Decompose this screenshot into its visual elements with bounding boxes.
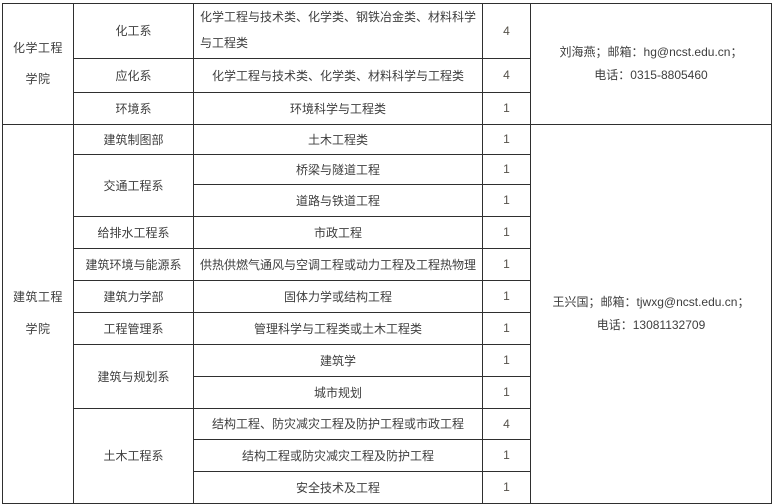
count-cell: 1 <box>482 311 531 345</box>
recruitment-table: 化学工程学院 化工系 化学工程与技术类、化学类、钢铁冶金类、材料科学与工程类 4… <box>2 3 772 504</box>
table-row: 化学工程学院 化工系 化学工程与技术类、化学类、钢铁冶金类、材料科学与工程类 4… <box>2 3 772 125</box>
count-cell: 4 <box>482 3 531 59</box>
contact-cell-construction-engineering: 王兴国；邮箱：tjwxg@ncst.edu.cn； 电话：13081132709 <box>530 123 772 504</box>
major-cell: 结构工程或防灾减灾工程及防护工程 <box>193 438 483 472</box>
count-cell: 1 <box>482 343 531 377</box>
count-cell: 1 <box>482 91 531 125</box>
department-cell: 环境系 <box>73 91 194 125</box>
count-cell: 1 <box>482 183 531 217</box>
table-row: 结构工程或防灾减灾工程及防护工程 1 <box>3 438 772 472</box>
count-cell: 1 <box>482 215 531 249</box>
major-cell: 安全技术及工程 <box>193 470 483 504</box>
count-cell: 4 <box>482 407 531 440</box>
table-row: 安全技术及工程 1 <box>3 470 772 504</box>
table-row: 给排水工程系 市政工程 1 <box>3 215 772 249</box>
major-cell: 环境科学与工程类 <box>193 91 483 125</box>
major-cell: 桥梁与隧道工程 <box>193 153 483 185</box>
major-cell: 土木工程类 <box>193 123 483 155</box>
department-cell: 建筑力学部 <box>73 279 194 313</box>
count-cell: 1 <box>482 247 531 281</box>
contact-name-email: 刘海燕；邮箱：hg@ncst.edu.cn； <box>559 44 743 59</box>
contact-cell-chemical-engineering: 刘海燕；邮箱：hg@ncst.edu.cn； 电话：0315-8805460 <box>530 3 772 125</box>
major-cell: 供热供燃气通风与空调工程或动力工程及工程热物理 <box>193 247 483 281</box>
count-cell: 1 <box>482 153 531 185</box>
count-cell: 4 <box>482 57 531 93</box>
college-cell-construction-engineering: 建筑工程学院 <box>2 123 74 504</box>
major-cell: 化学工程与技术类、化学类、材料科学与工程类 <box>193 57 483 93</box>
count-cell: 1 <box>482 279 531 313</box>
major-cell: 化学工程与技术类、化学类、钢铁冶金类、材料科学与工程类 <box>193 3 483 59</box>
table-row: 建筑与规划系 建筑学 1 <box>3 343 772 409</box>
major-cell: 道路与铁道工程 <box>193 183 483 217</box>
department-cell: 工程管理系 <box>73 311 194 345</box>
count-cell: 1 <box>482 375 531 409</box>
count-cell: 1 <box>482 123 531 155</box>
table-row: 道路与铁道工程 1 <box>3 183 772 217</box>
college-cell-chemical-engineering: 化学工程学院 <box>2 3 74 125</box>
table-row: 应化系 化学工程与技术类、化学类、材料科学与工程类 4 <box>3 57 772 93</box>
major-cell: 结构工程、防灾减灾工程及防护工程或市政工程 <box>193 407 483 440</box>
major-cell: 建筑学 <box>193 343 483 377</box>
table-row: 建筑工程学院 建筑制图部 土木工程类 1 王兴国；邮箱：tjwxg@ncst.e… <box>2 123 772 504</box>
contact-phone: 电话：0315-8805460 <box>594 68 708 83</box>
department-cell: 土木工程系 <box>73 407 194 504</box>
major-cell: 城市规划 <box>193 375 483 409</box>
department-cell: 交通工程系 <box>73 153 194 217</box>
department-cell: 化工系 <box>73 3 194 59</box>
contact-phone: 电话：13081132709 <box>596 318 706 333</box>
table-row: 交通工程系 桥梁与隧道工程 1 <box>3 153 772 217</box>
count-cell: 1 <box>482 470 531 504</box>
department-cell: 应化系 <box>73 57 194 93</box>
department-cell: 建筑环境与能源系 <box>73 247 194 281</box>
department-cell: 建筑制图部 <box>73 123 194 155</box>
table-row: 城市规划 1 <box>3 375 772 409</box>
department-cell: 给排水工程系 <box>73 215 194 249</box>
major-cell: 市政工程 <box>193 215 483 249</box>
major-cell: 固体力学或结构工程 <box>193 279 483 313</box>
count-cell: 1 <box>482 438 531 472</box>
table-row: 工程管理系 管理科学与工程类或土木工程类 1 <box>3 311 772 345</box>
contact-name-email: 王兴国；邮箱：tjwxg@ncst.edu.cn； <box>552 294 750 309</box>
department-cell: 建筑与规划系 <box>73 343 194 409</box>
major-cell: 管理科学与工程类或土木工程类 <box>193 311 483 345</box>
